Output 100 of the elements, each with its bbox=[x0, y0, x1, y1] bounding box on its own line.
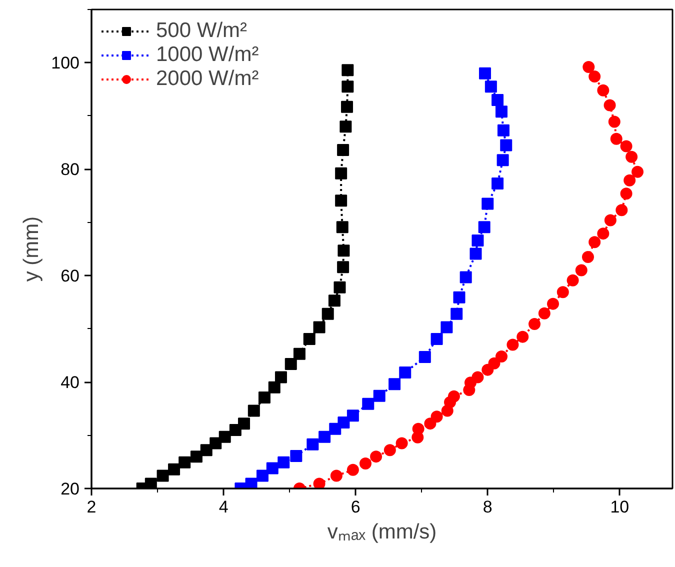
point bbox=[168, 463, 180, 476]
point bbox=[496, 350, 508, 362]
point bbox=[412, 422, 424, 435]
x-tick-label: 6 bbox=[350, 498, 360, 516]
point bbox=[338, 416, 350, 429]
point bbox=[556, 286, 569, 298]
point bbox=[248, 404, 260, 417]
point bbox=[450, 308, 463, 320]
point bbox=[478, 221, 490, 234]
point bbox=[566, 274, 579, 286]
point bbox=[318, 430, 331, 443]
point bbox=[430, 410, 443, 423]
point bbox=[238, 418, 250, 430]
point bbox=[582, 250, 594, 263]
point bbox=[482, 198, 494, 210]
point bbox=[290, 450, 302, 462]
point bbox=[506, 338, 519, 351]
x-tick-label: 10 bbox=[610, 498, 630, 516]
point bbox=[460, 271, 472, 284]
point bbox=[608, 116, 620, 128]
point bbox=[322, 308, 334, 320]
legend-label: 1000 W/m² bbox=[156, 43, 259, 67]
point bbox=[362, 398, 374, 410]
point bbox=[626, 150, 638, 163]
point bbox=[346, 464, 359, 476]
point bbox=[497, 124, 510, 136]
x-tick-label: 4 bbox=[218, 498, 228, 516]
x-axis-title: vₘₐₓ (mm/s) bbox=[327, 520, 437, 544]
point bbox=[430, 332, 443, 345]
point bbox=[632, 166, 644, 178]
point bbox=[306, 438, 319, 450]
point bbox=[156, 470, 169, 482]
point bbox=[492, 94, 504, 106]
point bbox=[496, 106, 508, 118]
y-tick-label: 80 bbox=[60, 160, 80, 180]
point bbox=[440, 321, 453, 334]
point bbox=[610, 132, 622, 145]
point bbox=[359, 457, 372, 470]
point bbox=[284, 358, 297, 370]
point bbox=[418, 351, 431, 364]
point bbox=[341, 100, 354, 113]
point bbox=[245, 478, 258, 488]
point bbox=[597, 228, 610, 240]
point bbox=[620, 188, 632, 200]
point bbox=[472, 371, 484, 384]
point bbox=[293, 348, 306, 360]
point bbox=[342, 80, 354, 93]
point bbox=[274, 371, 287, 384]
point bbox=[448, 390, 460, 402]
point bbox=[346, 410, 359, 422]
point bbox=[313, 321, 326, 334]
point bbox=[210, 437, 222, 450]
point bbox=[604, 214, 616, 226]
point bbox=[268, 381, 280, 394]
point bbox=[303, 332, 316, 345]
point bbox=[496, 154, 509, 166]
point bbox=[484, 80, 497, 93]
point bbox=[528, 318, 541, 330]
point bbox=[388, 378, 401, 390]
point bbox=[492, 178, 504, 190]
point bbox=[370, 450, 382, 463]
point bbox=[373, 390, 386, 402]
point bbox=[616, 204, 628, 216]
point bbox=[604, 99, 616, 112]
point bbox=[335, 167, 348, 180]
point bbox=[266, 462, 278, 474]
point bbox=[624, 174, 636, 186]
point bbox=[588, 236, 601, 248]
point bbox=[538, 307, 550, 320]
legend-label: 500 W/m² bbox=[156, 19, 248, 43]
point bbox=[278, 456, 290, 468]
point bbox=[342, 64, 354, 76]
point bbox=[453, 291, 466, 304]
point bbox=[424, 418, 436, 430]
y-tick-label: 40 bbox=[60, 373, 80, 392]
point bbox=[500, 139, 512, 152]
point bbox=[588, 70, 601, 83]
point bbox=[472, 234, 484, 246]
point bbox=[335, 194, 348, 207]
y-tick-label: 100 bbox=[51, 54, 80, 73]
point bbox=[178, 456, 191, 468]
point bbox=[330, 470, 342, 482]
point bbox=[256, 470, 268, 482]
point bbox=[396, 437, 408, 450]
point bbox=[328, 294, 340, 307]
point bbox=[258, 391, 270, 404]
y-tick-label: 60 bbox=[60, 266, 80, 286]
legend-label: 2000 W/m² bbox=[156, 67, 259, 91]
x-tick-label: 8 bbox=[482, 498, 492, 516]
point bbox=[190, 450, 202, 463]
point bbox=[575, 264, 588, 276]
point bbox=[384, 444, 396, 456]
point bbox=[337, 261, 350, 274]
point bbox=[582, 60, 595, 73]
point bbox=[336, 221, 348, 234]
point bbox=[516, 330, 529, 343]
point bbox=[340, 120, 352, 133]
point bbox=[338, 244, 350, 257]
point bbox=[597, 84, 610, 96]
point bbox=[547, 298, 559, 310]
